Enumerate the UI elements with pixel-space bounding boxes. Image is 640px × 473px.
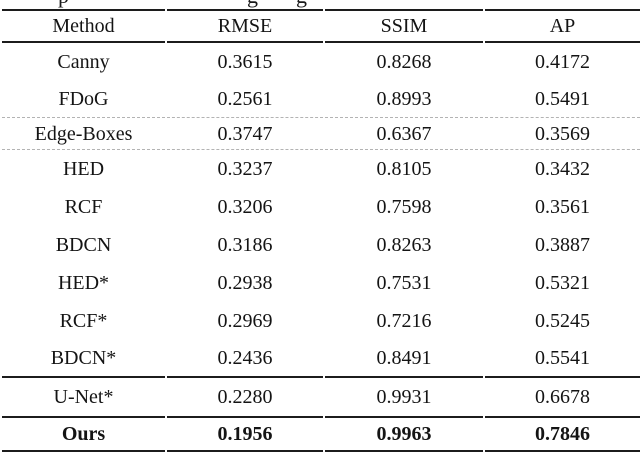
cell-ssim: 0.6367 [325,118,483,150]
cell-method: BDCN* [2,340,165,378]
cell-ap: 0.5541 [485,340,640,378]
cell-rmse: 0.3747 [167,118,323,150]
cell-ssim: 0.8268 [376,51,432,73]
table-row-fdog: FDoG 0.2561 0.8993 0.5491 [2,81,640,118]
column-header-ap: AP [485,9,640,43]
cell-ap: 0.4172 [535,51,590,73]
table-row-unet-star: U-Net* 0.2280 0.9931 0.6678 [2,378,640,418]
column-header-rmse: RMSE [167,9,323,43]
cell-method: HED [62,158,105,180]
cell-method: U-Net* [2,378,165,418]
cell-method: RCF [64,196,103,218]
cell-rmse: 0.2969 [217,310,273,332]
cell-rmse: 0.3186 [217,234,273,256]
cell-rmse: 0.2938 [217,272,273,294]
cell-ssim: 0.7531 [376,272,432,294]
caption-glyph-fragment: g [247,0,258,9]
cell-rmse: 0.1956 [167,418,323,452]
table-row-bdcn-star: BDCN* 0.2436 0.8491 0.5541 [2,340,640,378]
cell-ssim: 0.8993 [325,81,483,118]
cell-method: RCF* [59,310,108,332]
cell-method: Edge-Boxes [2,118,165,150]
cell-ap: 0.3432 [535,158,590,180]
cell-ssim: 0.8491 [325,340,483,378]
table-row-hed: HED 0.3237 0.8105 0.3432 [2,150,640,188]
table-row-rcf: RCF 0.3206 0.7598 0.3561 [2,188,640,226]
cell-ap: 0.6678 [485,378,640,418]
cell-method: Canny [57,51,110,73]
cell-ap: 0.5491 [485,81,640,118]
cell-ssim: 0.7216 [376,310,432,332]
table-row-ours: Ours 0.1956 0.9963 0.7846 [2,418,640,452]
caption-glyph-fragment: g [296,0,307,9]
cell-method: HED* [57,272,110,294]
table-row-bdcn: BDCN 0.3186 0.8263 0.3887 [2,226,640,264]
caption-glyph-fragment: p [58,0,69,9]
cell-ssim: 0.8105 [376,158,432,180]
cell-ap: 0.3887 [535,234,590,256]
table-row-canny: Canny 0.3615 0.8268 0.4172 [2,43,640,81]
cell-method: FDoG [2,81,165,118]
table-row-rcf-star: RCF* 0.2969 0.7216 0.5245 [2,302,640,340]
table-row-edge-boxes: Edge-Boxes 0.3747 0.6367 0.3569 [2,118,640,150]
cell-ap: 0.7846 [485,418,640,452]
cell-ap: 0.5245 [535,310,590,332]
cell-ssim: 0.7598 [376,196,432,218]
cell-rmse: 0.3615 [217,51,273,73]
cell-rmse: 0.2561 [167,81,323,118]
cell-ap: 0.3561 [535,196,590,218]
cell-ap: 0.5321 [535,272,590,294]
cell-ssim: 0.9963 [325,418,483,452]
cell-ap: 0.3569 [485,118,640,150]
column-header-method: Method [2,9,165,43]
cell-method: BDCN [55,234,112,256]
cell-ssim: 0.9931 [325,378,483,418]
cell-rmse: 0.3237 [217,158,273,180]
table-header-row: Method RMSE SSIM AP [2,9,640,43]
cell-rmse: 0.3206 [217,196,273,218]
cropped-caption-line: p g g [0,0,640,9]
column-header-ssim: SSIM [325,9,483,43]
cell-rmse: 0.2280 [167,378,323,418]
results-table: Method RMSE SSIM AP Canny 0.3615 0.8268 … [0,9,640,452]
cell-method: Ours [2,418,165,452]
cell-ssim: 0.8263 [376,234,432,256]
table-row-hed-star: HED* 0.2938 0.7531 0.5321 [2,264,640,302]
cell-rmse: 0.2436 [167,340,323,378]
